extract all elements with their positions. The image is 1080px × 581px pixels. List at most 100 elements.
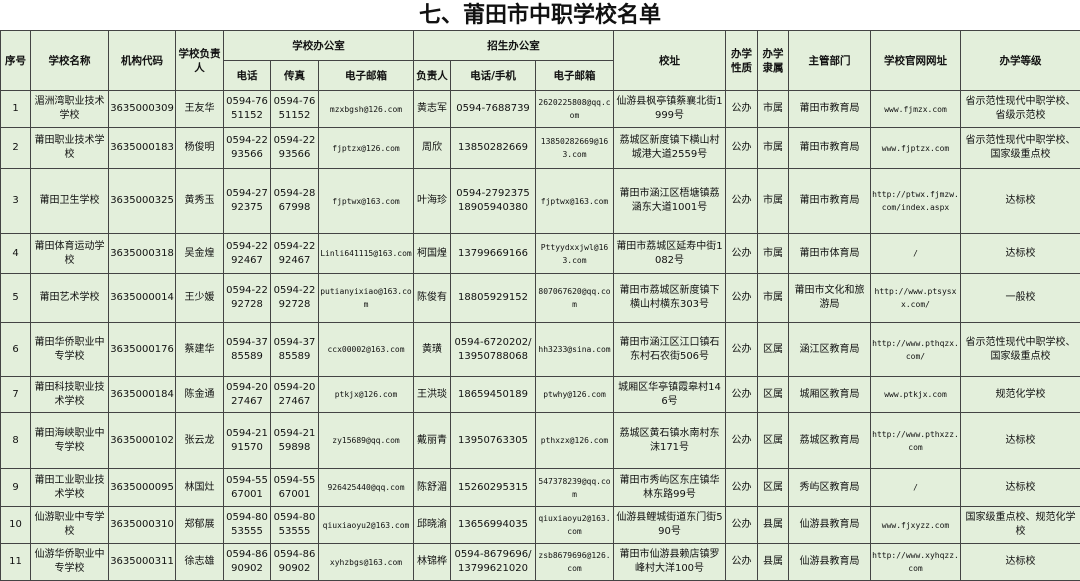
cell-school-head: 郑郁展: [176, 507, 224, 544]
cell-school-head: 王友华: [176, 91, 224, 128]
cell-org-code: 3635000311: [109, 544, 176, 581]
cell-admission-email: hh3233@sina.com: [536, 323, 614, 377]
cell-website: http://www.ptsysxx.com/: [871, 274, 961, 323]
header-authority: 主管部门: [789, 31, 871, 91]
cell-admission-head: 周欣: [414, 128, 451, 169]
cell-seq: 6: [1, 323, 31, 377]
cell-admission-phone: 13850282669: [451, 128, 536, 169]
cell-office-fax: 0594-5567001: [271, 469, 319, 507]
cell-authority: 城厢区教育局: [789, 377, 871, 413]
cell-level: 规范化学校: [961, 377, 1080, 413]
cell-org-code: 3635000309: [109, 91, 176, 128]
cell-seq: 3: [1, 169, 31, 234]
cell-nature: 公办: [726, 413, 758, 469]
cell-office-fax: 0594-3785589: [271, 323, 319, 377]
cell-admission-email: Pttyydxxjwl@163.com: [536, 234, 614, 274]
header-adm-email: 电子邮箱: [536, 61, 614, 91]
cell-org-code: 3635000325: [109, 169, 176, 234]
cell-admission-head: 陈俊有: [414, 274, 451, 323]
cell-seq: 9: [1, 469, 31, 507]
cell-affiliation: 区属: [758, 377, 789, 413]
cell-admission-head: 邱晓渝: [414, 507, 451, 544]
school-list-table: 序号 学校名称 机构代码 学校负责人 学校办公室 招生办公室 校址 办学性质 办…: [0, 30, 1080, 581]
cell-affiliation: 市属: [758, 91, 789, 128]
header-adm-phone: 电话/手机: [451, 61, 536, 91]
header-adm-head: 负责人: [414, 61, 451, 91]
cell-level: 国家级重点校、规范化学校: [961, 507, 1080, 544]
cell-school-name: 莆田工业职业技术学校: [31, 469, 109, 507]
header-name: 学校名称: [31, 31, 109, 91]
cell-admission-head: 林锦桦: [414, 544, 451, 581]
cell-admission-email: 2620225808@qq.com: [536, 91, 614, 128]
cell-admission-phone: 18805929152: [451, 274, 536, 323]
cell-address: 仙游县鲤城街道东门街590号: [614, 507, 726, 544]
cell-school-name: 仙游职业中专学校: [31, 507, 109, 544]
cell-org-code: 3635000176: [109, 323, 176, 377]
cell-seq: 11: [1, 544, 31, 581]
cell-website: www.fjxyzz.com: [871, 507, 961, 544]
cell-seq: 5: [1, 274, 31, 323]
cell-office-fax: 0594-8053555: [271, 507, 319, 544]
cell-office-fax: 0594-2293566: [271, 128, 319, 169]
cell-office-phone: 0594-2792375: [224, 169, 271, 234]
cell-website: http://www.xyhqzz.com: [871, 544, 961, 581]
cell-address: 莆田市秀屿区东庄镇华林东路99号: [614, 469, 726, 507]
cell-office-email: putianyixiao@163.com: [319, 274, 414, 323]
header-level: 办学等级: [961, 31, 1080, 91]
cell-nature: 公办: [726, 377, 758, 413]
cell-level: 达标校: [961, 234, 1080, 274]
cell-school-head: 陈金通: [176, 377, 224, 413]
cell-admission-phone: 13799669166: [451, 234, 536, 274]
cell-office-email: fjptzx@126.com: [319, 128, 414, 169]
cell-address: 莆田市荔城区新度镇下横山村横东303号: [614, 274, 726, 323]
cell-admission-email: 547378239@qq.com: [536, 469, 614, 507]
cell-address: 城厢区华亭镇霞皋村146号: [614, 377, 726, 413]
cell-authority: 荔城区教育局: [789, 413, 871, 469]
cell-school-name: 仙游华侨职业中专学校: [31, 544, 109, 581]
cell-seq: 2: [1, 128, 31, 169]
cell-website: www.ptkjx.com: [871, 377, 961, 413]
cell-admission-email: ptwhy@126.com: [536, 377, 614, 413]
header-head: 学校负责人: [176, 31, 224, 91]
cell-school-head: 张云龙: [176, 413, 224, 469]
cell-admission-email: fjptwx@163.com: [536, 169, 614, 234]
cell-admission-phone: 0594-8679696/13799621020: [451, 544, 536, 581]
cell-nature: 公办: [726, 507, 758, 544]
cell-office-fax: 0594-2159898: [271, 413, 319, 469]
cell-affiliation: 市属: [758, 128, 789, 169]
cell-school-name: 莆田卫生学校: [31, 169, 109, 234]
cell-school-head: 徐志雄: [176, 544, 224, 581]
cell-level: 达标校: [961, 544, 1080, 581]
header-admission: 招生办公室: [414, 31, 614, 61]
cell-website: /: [871, 469, 961, 507]
cell-office-phone: 0594-2191570: [224, 413, 271, 469]
cell-admission-phone: 0594-2792375 18905940380: [451, 169, 536, 234]
cell-authority: 莆田市文化和旅游局: [789, 274, 871, 323]
cell-admission-email: 807067620@qq.com: [536, 274, 614, 323]
cell-website: www.fjmzx.com: [871, 91, 961, 128]
cell-office-email: zy15689@qq.com: [319, 413, 414, 469]
cell-admission-email: zsb8679696@126.com: [536, 544, 614, 581]
cell-authority: 莆田市教育局: [789, 128, 871, 169]
cell-office-fax: 0594-2292728: [271, 274, 319, 323]
page-title: 七、莆田市中职学校名单: [0, 0, 1080, 30]
cell-nature: 公办: [726, 234, 758, 274]
cell-nature: 公办: [726, 323, 758, 377]
cell-seq: 1: [1, 91, 31, 128]
cell-org-code: 3635000014: [109, 274, 176, 323]
cell-admission-email: qiuxiaoyu2@163.com: [536, 507, 614, 544]
cell-seq: 7: [1, 377, 31, 413]
cell-school-name: 湄洲湾职业技术学校: [31, 91, 109, 128]
cell-org-code: 3635000183: [109, 128, 176, 169]
cell-school-head: 林国灶: [176, 469, 224, 507]
cell-admission-head: 黄志军: [414, 91, 451, 128]
cell-office-phone: 0594-2027467: [224, 377, 271, 413]
cell-office-email: mzxbgsh@126.com: [319, 91, 414, 128]
cell-authority: 莆田市教育局: [789, 91, 871, 128]
header-office-phone: 电话: [224, 61, 271, 91]
cell-school-name: 莆田艺术学校: [31, 274, 109, 323]
cell-org-code: 3635000102: [109, 413, 176, 469]
header-office-email: 电子邮箱: [319, 61, 414, 91]
